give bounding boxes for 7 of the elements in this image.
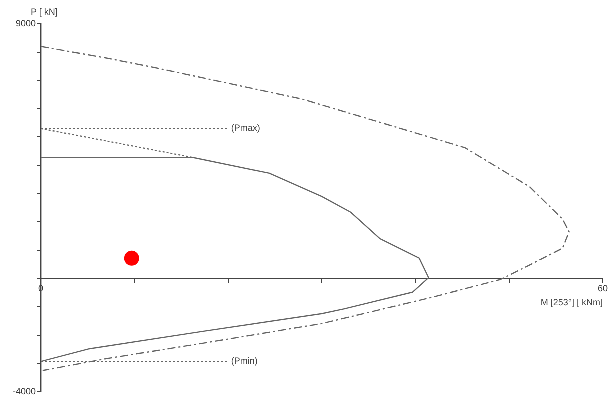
annotation: (Pmin) — [231, 356, 258, 366]
x-axis-title: M [253°] [ kNm] — [540, 297, 603, 308]
annotation: (Pmax) — [231, 123, 260, 134]
y-axis-title: P [ kN] — [31, 6, 58, 17]
y-tick-label: -4000 — [12, 386, 36, 396]
y-tick-label: 9000 — [16, 18, 36, 28]
x-tick-label: 60 — [598, 284, 608, 294]
